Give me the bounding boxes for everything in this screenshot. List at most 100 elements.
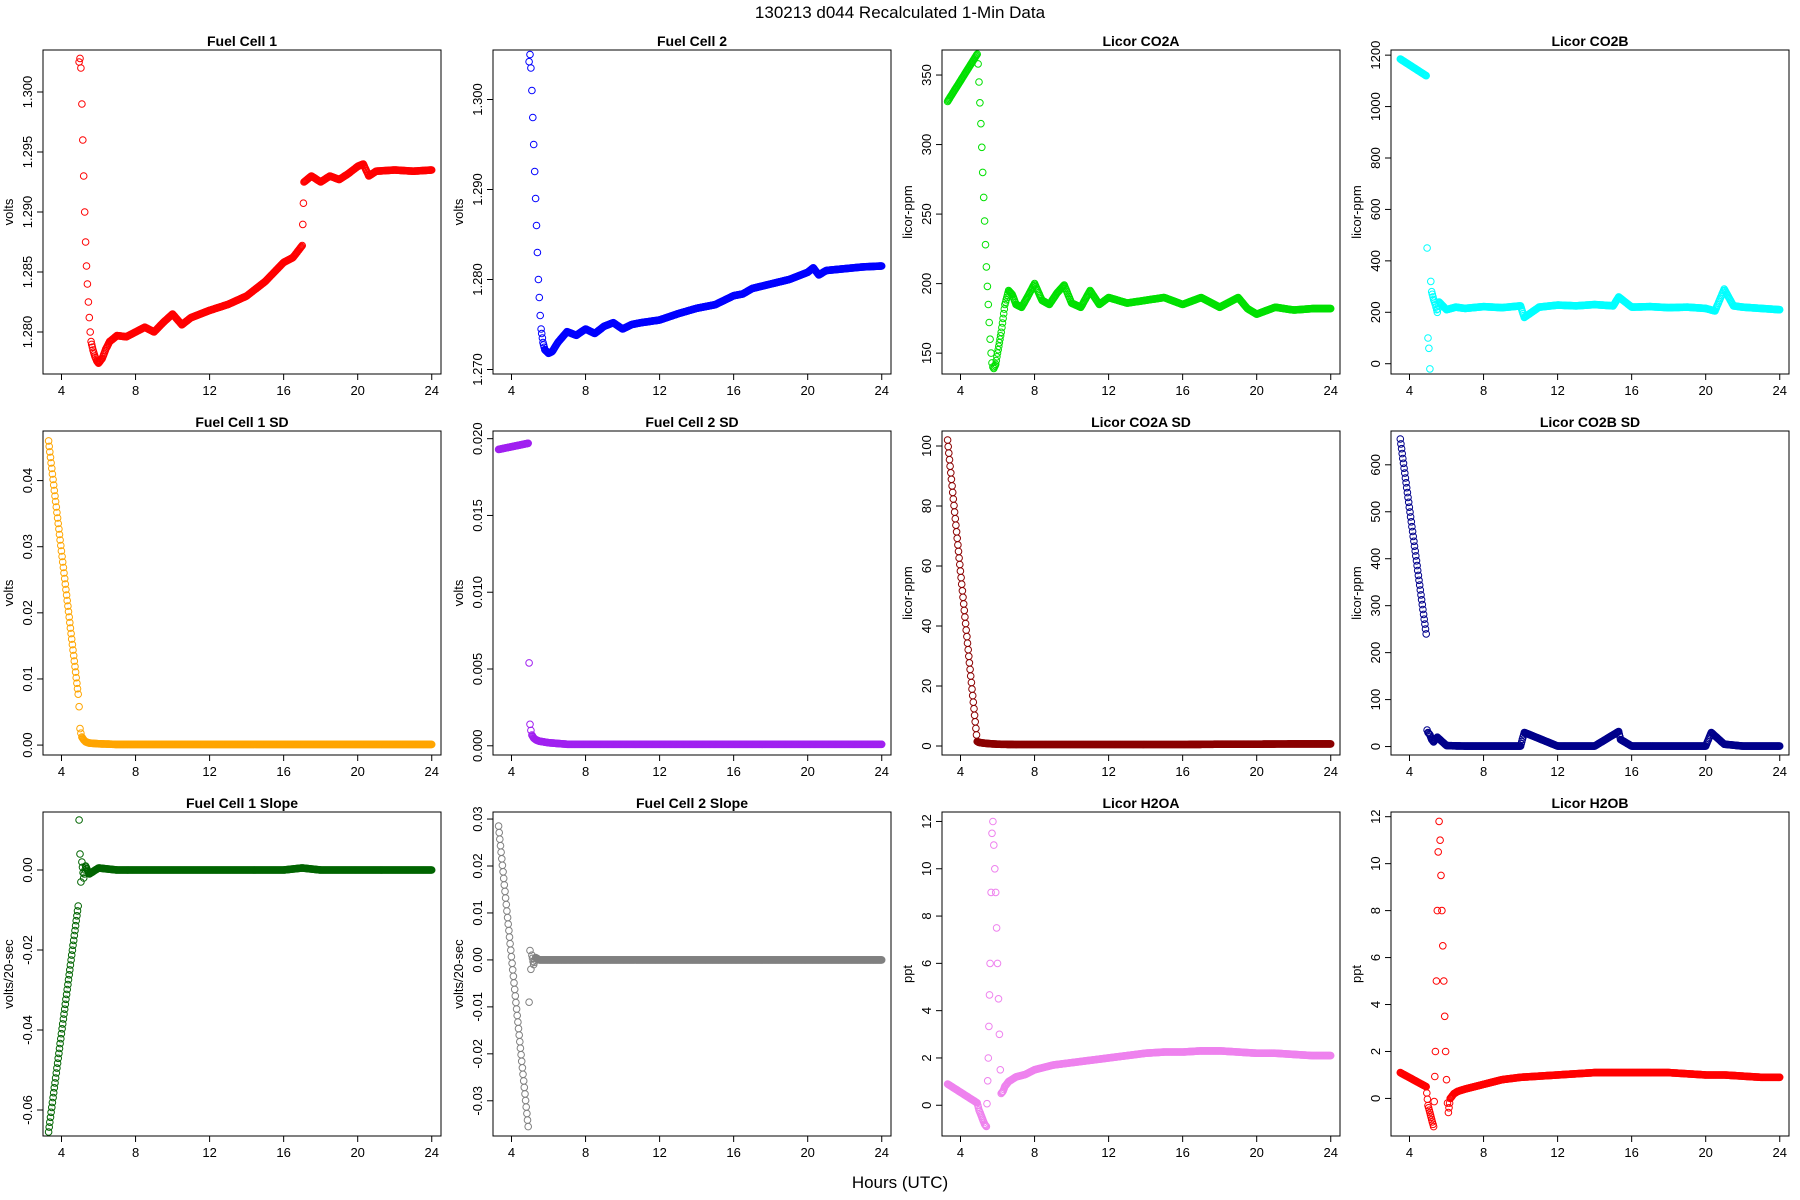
y-tick-label: 20 xyxy=(919,679,934,693)
y-tick-label: 1.295 xyxy=(20,136,35,169)
data-point xyxy=(952,521,960,530)
y-tick-label: 350 xyxy=(919,64,934,86)
x-tick-label: 20 xyxy=(1249,764,1263,779)
data-point xyxy=(961,613,969,621)
y-tick-label: -0.06 xyxy=(20,1095,35,1125)
data-point xyxy=(953,534,962,543)
x-tick-label: 12 xyxy=(1550,383,1564,398)
data-point xyxy=(985,318,994,327)
x-tick-label: 8 xyxy=(132,764,139,779)
data-point xyxy=(957,580,966,589)
y-tick-label: 1.290 xyxy=(470,173,485,206)
plot-frame xyxy=(1390,430,1790,756)
y-tick-label: 0 xyxy=(919,742,934,749)
data-point xyxy=(967,678,976,687)
data-point xyxy=(954,541,962,549)
data-point xyxy=(78,100,86,108)
y-tick-label: 150 xyxy=(919,342,934,364)
data-point xyxy=(947,475,956,484)
data-point xyxy=(946,462,954,471)
y-tick-label: 1.290 xyxy=(20,196,35,229)
y-tick-label: 1.280 xyxy=(470,263,485,296)
data-point xyxy=(950,508,959,516)
data-point xyxy=(530,167,539,176)
y-tick-label: 40 xyxy=(919,619,934,633)
panel-title: Licor CO2B SD xyxy=(1540,414,1640,430)
y-tick-label: 100 xyxy=(919,435,934,457)
data-point xyxy=(944,442,953,451)
data-point xyxy=(1425,344,1433,353)
data-point xyxy=(968,691,977,700)
data-point xyxy=(968,685,976,693)
data-point xyxy=(981,240,990,249)
x-tick-label: 4 xyxy=(508,383,515,398)
points-licor-co2a-sd xyxy=(943,436,1335,749)
y-tick-label: 0 xyxy=(1368,360,1383,367)
data-point xyxy=(527,64,535,72)
data-point xyxy=(966,665,974,674)
plot-frame xyxy=(941,430,1341,756)
x-tick-label: 20 xyxy=(1698,383,1712,398)
y-tick-label: 0.00 xyxy=(20,857,35,882)
data-point xyxy=(980,217,989,225)
x-tick-label: 4 xyxy=(58,1145,65,1160)
x-tick-label: 12 xyxy=(1550,764,1564,779)
data-point xyxy=(955,554,963,562)
y-tick-label: 600 xyxy=(1368,199,1383,221)
y-tick-label: 400 xyxy=(1368,250,1383,272)
data-point xyxy=(982,263,991,271)
data-point xyxy=(954,547,963,556)
y-tick-label: 400 xyxy=(1368,548,1383,570)
data-point xyxy=(975,78,983,86)
panel-title: Fuel Cell 2 xyxy=(657,33,727,49)
y-tick-label: 0 xyxy=(1368,743,1383,750)
data-point xyxy=(974,60,982,68)
plot-frame xyxy=(492,430,892,756)
y-tick-label: 1.300 xyxy=(470,83,485,116)
panel-title: Fuel Cell 1 xyxy=(207,33,277,49)
data-point xyxy=(948,488,957,497)
y-tick-label: 300 xyxy=(919,134,934,156)
plot-frame xyxy=(42,811,442,1137)
plot-frame xyxy=(1390,49,1790,375)
y-axis-label: licor-ppm xyxy=(1349,185,1364,238)
data-point xyxy=(75,702,83,711)
data-point xyxy=(1426,365,1434,373)
x-tick-label: 12 xyxy=(202,383,216,398)
data-point xyxy=(965,652,973,661)
x-tick-label: 16 xyxy=(276,1145,290,1160)
y-tick-label: 500 xyxy=(1368,501,1383,523)
plot-frame xyxy=(42,49,442,375)
y-tick-label: 1200 xyxy=(1368,41,1383,70)
data-point xyxy=(978,168,987,177)
x-tick-label: 12 xyxy=(202,1145,216,1160)
data-point xyxy=(533,248,542,257)
x-tick-label: 20 xyxy=(1698,764,1712,779)
y-tick-label: 1.300 xyxy=(20,76,35,109)
data-point xyxy=(958,587,967,595)
data-point xyxy=(531,194,540,203)
data-point xyxy=(959,593,967,602)
y-tick-label: 0.03 xyxy=(20,534,35,559)
x-tick-label: 8 xyxy=(582,383,589,398)
y-tick-label: 1.270 xyxy=(470,353,485,386)
y-tick-label: 0.04 xyxy=(20,468,35,493)
data-point xyxy=(529,113,537,122)
data-point xyxy=(984,300,993,309)
data-point xyxy=(82,262,91,270)
x-tick-label: 24 xyxy=(1324,383,1338,398)
y-tick-label: 200 xyxy=(919,273,934,295)
data-point xyxy=(79,172,88,180)
data-point xyxy=(86,328,94,336)
x-tick-label: 8 xyxy=(132,1145,139,1160)
x-tick-label: 4 xyxy=(1406,383,1413,398)
data-point xyxy=(83,280,92,288)
x-tick-label: 12 xyxy=(652,764,666,779)
x-tick-label: 24 xyxy=(1324,764,1338,779)
data-point xyxy=(971,718,980,726)
